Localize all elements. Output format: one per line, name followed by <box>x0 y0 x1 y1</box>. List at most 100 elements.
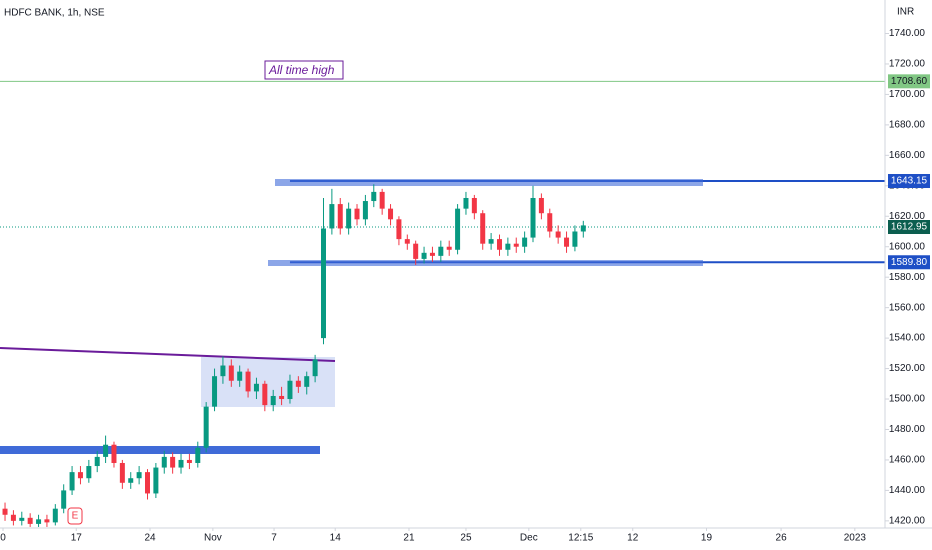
candle-body <box>404 239 410 244</box>
x-tick-label: 24 <box>144 533 156 544</box>
x-tick-label: 0 <box>0 533 6 544</box>
candle-body <box>195 447 201 463</box>
support-band <box>268 260 703 266</box>
y-tick-label: 1620.00 <box>889 211 926 222</box>
price-label-box <box>888 255 930 270</box>
candle-body <box>337 204 343 229</box>
resistance-band <box>275 179 703 186</box>
price-label: 1708.60 <box>891 76 928 87</box>
candle-body <box>530 197 536 238</box>
candle-body <box>10 514 16 521</box>
candle-body <box>346 208 352 229</box>
candle-body <box>505 243 511 250</box>
y-tick-label: 1660.00 <box>889 150 926 161</box>
x-tick-label: 12:15 <box>568 533 593 544</box>
candle-body <box>287 380 293 400</box>
candle-body <box>128 478 134 483</box>
candle-body <box>538 197 544 214</box>
price-label-box <box>888 220 930 235</box>
candle-body <box>463 197 469 209</box>
x-tick-label: 12 <box>627 533 639 544</box>
candle-body <box>262 383 268 406</box>
earnings-badge <box>67 507 83 525</box>
candle-body <box>186 459 192 463</box>
candle-body <box>555 231 561 238</box>
candle-body <box>580 225 586 232</box>
price-label: 1643.15 <box>891 176 928 187</box>
candle-body <box>220 365 226 377</box>
candle-body <box>371 191 377 202</box>
candle-body <box>2 508 8 515</box>
candle-body <box>572 231 578 247</box>
candle-body <box>77 472 83 479</box>
price-label-box <box>888 74 930 89</box>
candle-body <box>362 201 368 220</box>
earnings-marker: E <box>72 511 79 522</box>
y-axis-label: INR <box>897 7 914 18</box>
candle-body <box>354 208 360 220</box>
candle-body <box>564 237 570 247</box>
x-tick-label: 14 <box>330 533 342 544</box>
y-tick-label: 1520.00 <box>889 363 926 374</box>
candle-body <box>320 228 326 339</box>
candle-body <box>44 519 50 523</box>
candle-body <box>471 197 477 214</box>
candle-body <box>111 444 117 463</box>
candle-body <box>19 517 25 521</box>
candle-body <box>480 213 486 244</box>
candle-body <box>421 252 427 259</box>
y-tick-label: 1720.00 <box>889 59 926 70</box>
chart-title: HDFC BANK, 1h, NSE <box>4 8 105 19</box>
x-tick-label: 7 <box>271 533 277 544</box>
candle-body <box>329 204 335 229</box>
candle-body <box>522 237 528 247</box>
candle-body <box>304 376 310 387</box>
candle-body <box>446 246 452 250</box>
x-tick-label: 17 <box>71 533 83 544</box>
candle-body <box>237 371 243 381</box>
candle-body <box>170 456 176 468</box>
y-tick-label: 1560.00 <box>889 302 926 313</box>
y-tick-label: 1540.00 <box>889 333 926 344</box>
candle-body <box>312 359 318 377</box>
y-tick-label: 1480.00 <box>889 424 926 435</box>
y-tick-label: 1460.00 <box>889 455 926 466</box>
candle-body <box>488 239 494 244</box>
candle-body <box>145 472 150 494</box>
y-tick-label: 1600.00 <box>889 241 926 252</box>
candle-body <box>547 213 553 232</box>
candle-body <box>429 252 435 256</box>
candle-body <box>279 395 285 400</box>
candle-body <box>153 467 159 494</box>
candle-body <box>86 466 92 479</box>
candle-body <box>136 472 142 479</box>
x-tick-label: 25 <box>460 533 472 544</box>
candle-body <box>413 243 419 259</box>
candle-body <box>119 462 125 483</box>
candle-body <box>270 395 276 406</box>
candle-body <box>438 246 444 256</box>
candle-body <box>212 376 218 407</box>
price-label: 1589.80 <box>891 257 928 268</box>
candle-body <box>388 208 394 220</box>
trendline <box>0 347 336 362</box>
y-tick-label: 1740.00 <box>889 28 926 39</box>
x-tick-label: 19 <box>701 533 713 544</box>
y-tick-label: 1440.00 <box>889 485 926 496</box>
candle-body <box>228 365 234 381</box>
candle-body <box>245 371 251 392</box>
x-tick-label: 21 <box>403 533 415 544</box>
candle-body <box>513 243 519 247</box>
annotation-box <box>264 60 344 80</box>
candle-body <box>36 519 42 524</box>
y-tick-label: 1580.00 <box>889 272 926 283</box>
y-tick-label: 1680.00 <box>889 120 926 131</box>
y-tick-label: 1700.00 <box>889 89 926 100</box>
x-tick-label: 26 <box>776 533 788 544</box>
x-tick-label: Dec <box>520 533 538 544</box>
candle-body <box>69 472 75 491</box>
y-tick-label: 1500.00 <box>889 394 926 405</box>
candle-body <box>52 508 58 523</box>
candle-body <box>295 380 301 387</box>
